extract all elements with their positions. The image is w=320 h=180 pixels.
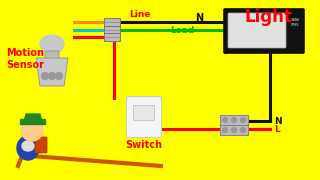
Circle shape bbox=[241, 118, 245, 123]
Ellipse shape bbox=[17, 136, 39, 160]
Text: N: N bbox=[274, 116, 282, 125]
Circle shape bbox=[222, 118, 228, 123]
Polygon shape bbox=[36, 58, 68, 86]
FancyBboxPatch shape bbox=[104, 33, 120, 41]
Circle shape bbox=[42, 73, 49, 80]
Text: N: N bbox=[195, 13, 203, 23]
FancyBboxPatch shape bbox=[104, 26, 120, 34]
Circle shape bbox=[222, 127, 228, 132]
Circle shape bbox=[55, 73, 62, 80]
FancyBboxPatch shape bbox=[45, 51, 59, 59]
Ellipse shape bbox=[40, 35, 64, 53]
Polygon shape bbox=[24, 114, 42, 122]
Text: Load: Load bbox=[170, 26, 194, 35]
FancyBboxPatch shape bbox=[35, 137, 47, 153]
Circle shape bbox=[49, 73, 55, 80]
FancyBboxPatch shape bbox=[133, 105, 155, 120]
FancyBboxPatch shape bbox=[224, 9, 304, 53]
Circle shape bbox=[231, 118, 236, 123]
Text: 100W
IP65: 100W IP65 bbox=[291, 18, 299, 27]
Circle shape bbox=[21, 119, 43, 141]
Text: Switch: Switch bbox=[125, 140, 163, 150]
FancyBboxPatch shape bbox=[20, 120, 45, 125]
Text: Line: Line bbox=[129, 10, 151, 19]
Ellipse shape bbox=[22, 141, 34, 151]
FancyBboxPatch shape bbox=[104, 18, 120, 26]
Circle shape bbox=[241, 127, 245, 132]
Text: L: L bbox=[274, 125, 280, 134]
FancyBboxPatch shape bbox=[228, 13, 286, 48]
Text: Motion
Sensor: Motion Sensor bbox=[6, 48, 44, 70]
FancyBboxPatch shape bbox=[126, 96, 162, 138]
Text: Light: Light bbox=[244, 8, 292, 26]
FancyBboxPatch shape bbox=[220, 115, 248, 135]
Circle shape bbox=[231, 127, 236, 132]
